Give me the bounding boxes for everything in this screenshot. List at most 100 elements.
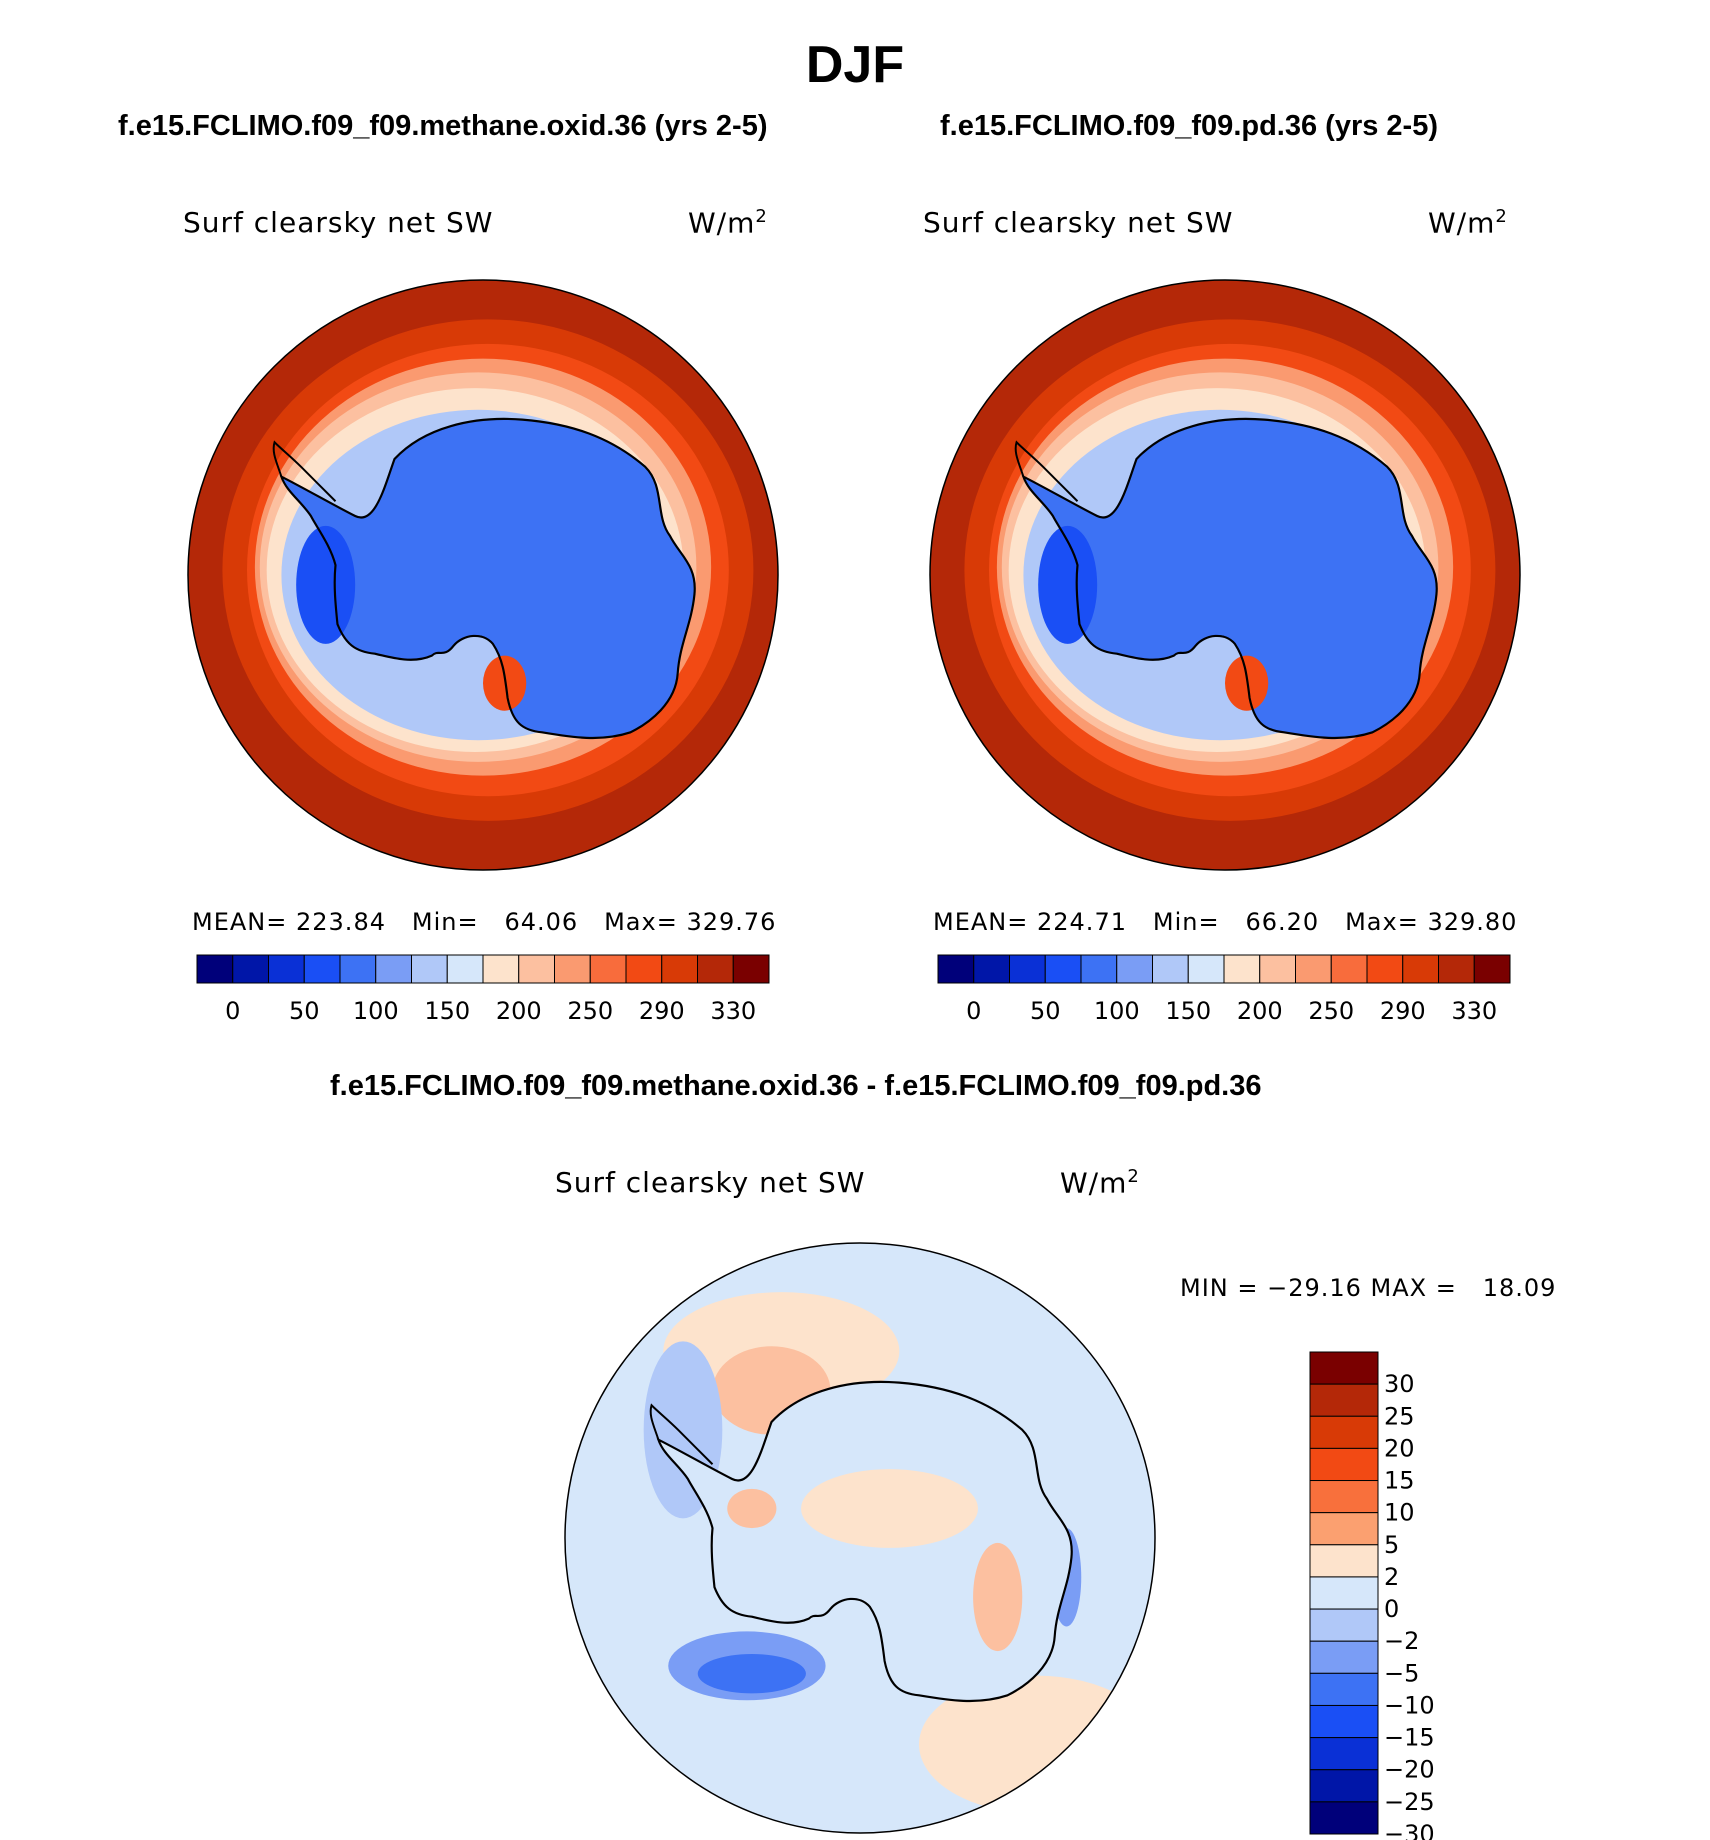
difference-colorbar-label: −30: [1384, 1820, 1435, 1840]
panel-2-colorbar-label: 250: [1308, 997, 1354, 1025]
panel-2-peninsula-coast: [1014, 440, 1079, 502]
panel-1-colorbar-box: [303, 954, 341, 984]
difference-colorbar-box: [1309, 1704, 1379, 1739]
difference-colorbar-box: [1309, 1447, 1379, 1482]
panel-2-colorbar-box: [1473, 954, 1511, 984]
panel-2-colorbar-box: [1152, 954, 1189, 984]
panel-2-colorbar-box: [1366, 954, 1404, 984]
panel-2-variable: Surf clearsky net SW: [923, 206, 1234, 239]
panel-2-peninsula-fill: [1038, 525, 1098, 644]
panel-2-colorbar-box: [1187, 954, 1225, 984]
panel-1-colorbar-box: [232, 954, 269, 984]
panel-2-colorbar-box: [1330, 954, 1368, 984]
panel-2-colorbar: 0 50 100 150 200 250 290 330: [937, 954, 1511, 1025]
panel-2-map: [929, 279, 1521, 871]
difference-coastline: [656, 1380, 1073, 1703]
panel-1-colorbar-label: 200: [496, 997, 542, 1025]
panel-2-coastline: [1021, 417, 1438, 740]
panel-2-colorbar-box: [937, 954, 975, 984]
panel-1-colorbar-box: [554, 954, 591, 984]
difference-peninsula-warm: [727, 1488, 777, 1529]
panel-2-border: [929, 279, 1521, 871]
panel-2-colorbar-box: [1080, 954, 1118, 984]
difference-colorbar-label: 5: [1384, 1531, 1399, 1559]
difference-colorbar-label: −10: [1384, 1691, 1435, 1719]
difference-variable: Surf clearsky net SW: [555, 1166, 866, 1199]
panel-1-colorbar-box: [625, 954, 663, 984]
panel-2-colorbar-box: [1044, 954, 1082, 984]
panel-2-continent-fill: [1023, 418, 1437, 739]
panel-1-border: [187, 279, 779, 871]
panel-1-colorbar-label: 50: [289, 997, 320, 1025]
difference-colorbar-box: [1309, 1415, 1379, 1449]
panel-2-colorbar-box: [1402, 954, 1439, 984]
panel-2-colorbar-box: [1009, 954, 1046, 984]
panel-1-colorbar-box: [375, 954, 412, 984]
panel-2-colorbar-label: 330: [1451, 997, 1497, 1025]
panel-1-colorbar-label: 250: [567, 997, 613, 1025]
difference-colorbar-label: 2: [1384, 1563, 1399, 1591]
panel-2-colorbar-label: 0: [966, 997, 981, 1025]
difference-border: [564, 1242, 1156, 1834]
panel-1-colorbar: 0 50 100 150 200 250 290 330: [196, 954, 770, 1025]
difference-colorbar-box: [1309, 1576, 1379, 1610]
difference-continent-warm-2: [973, 1542, 1023, 1652]
difference-cool-3: [697, 1654, 806, 1694]
panel-1-stats: MEAN= 223.84 Min= 64.06 Max= 329.76: [192, 908, 777, 936]
panel-2-case-title: f.e15.FCLIMO.f09_f09.pd.36 (yrs 2-5): [940, 110, 1438, 142]
difference-colorbar-label: 15: [1384, 1467, 1415, 1495]
panel-1-colorbar-box: [589, 954, 627, 984]
difference-colorbar-box: [1309, 1737, 1379, 1771]
panel-1-colorbar-box: [661, 954, 698, 984]
difference-units: W/m2: [1060, 1166, 1140, 1200]
panel-1-colorbar-box: [732, 954, 770, 984]
panel-1-variable: Surf clearsky net SW: [183, 206, 494, 239]
difference-colorbar-label: 0: [1384, 1595, 1399, 1623]
difference-colorbar-label: 10: [1384, 1499, 1415, 1527]
difference-colorbar-label: −25: [1384, 1788, 1435, 1816]
difference-minmax: MIN = −29.16 MAX = 18.09: [1180, 1274, 1557, 1302]
difference-colorbar-label: −15: [1384, 1724, 1435, 1752]
difference-colorbar-box: [1309, 1672, 1379, 1706]
panel-2-colorbar-label: 290: [1380, 997, 1426, 1025]
panel-1-colorbar-label: 150: [424, 997, 470, 1025]
panel-1-colorbar-box: [411, 954, 448, 984]
difference-peninsula-coast: [649, 1403, 714, 1465]
difference-colorbar-box: [1309, 1544, 1379, 1578]
difference-colorbar-box: [1309, 1801, 1379, 1835]
difference-colorbar-box: [1309, 1608, 1379, 1642]
difference-colorbar-label: −20: [1384, 1756, 1435, 1784]
panel-2-colorbar-box: [1438, 954, 1475, 984]
difference-colorbar-box: [1309, 1512, 1379, 1546]
difference-colorbar-box: [1309, 1769, 1379, 1803]
panel-1-peninsula-fill: [296, 525, 356, 644]
difference-colorbar-label: 30: [1384, 1370, 1415, 1398]
difference-colorbar-label: 20: [1384, 1434, 1415, 1462]
difference-title: f.e15.FCLIMO.f09_f09.methane.oxid.36 - f…: [330, 1070, 1262, 1102]
panel-1-colorbar-label: 330: [710, 997, 756, 1025]
panel-2-colorbar-label: 200: [1237, 997, 1283, 1025]
difference-colorbar-box: [1309, 1351, 1379, 1385]
panel-1-peninsula-coast: [272, 440, 337, 502]
difference-colorbar-box: [1309, 1383, 1379, 1417]
panel-2-colorbar-box: [1259, 954, 1296, 984]
panel-2-units: W/m2: [1428, 206, 1508, 240]
panel-1-colorbar-box: [268, 954, 305, 984]
panel-2-colorbar-box: [1223, 954, 1261, 984]
panel-2-stats: MEAN= 224.71 Min= 66.20 Max= 329.80: [933, 908, 1518, 936]
panel-1-colorbar-box: [196, 954, 234, 984]
difference-map: [564, 1242, 1156, 1834]
page-title: DJF: [805, 36, 905, 94]
panel-1-case-title: f.e15.FCLIMO.f09_f09.methane.oxid.36 (yr…: [118, 110, 768, 142]
panel-2-colorbar-box: [1295, 954, 1332, 984]
panel-2-colorbar-label: 100: [1094, 997, 1140, 1025]
panel-1-colorbar-label: 0: [225, 997, 240, 1025]
panel-1-colorbar-box: [482, 954, 520, 984]
panel-1-colorbar-label: 100: [353, 997, 399, 1025]
panel-2-colorbar-label: 150: [1165, 997, 1211, 1025]
panel-1-colorbar-box: [518, 954, 555, 984]
panel-1-continent-fill: [281, 418, 695, 739]
difference-continent-warm: [801, 1469, 978, 1548]
panel-1-map: [187, 279, 779, 871]
